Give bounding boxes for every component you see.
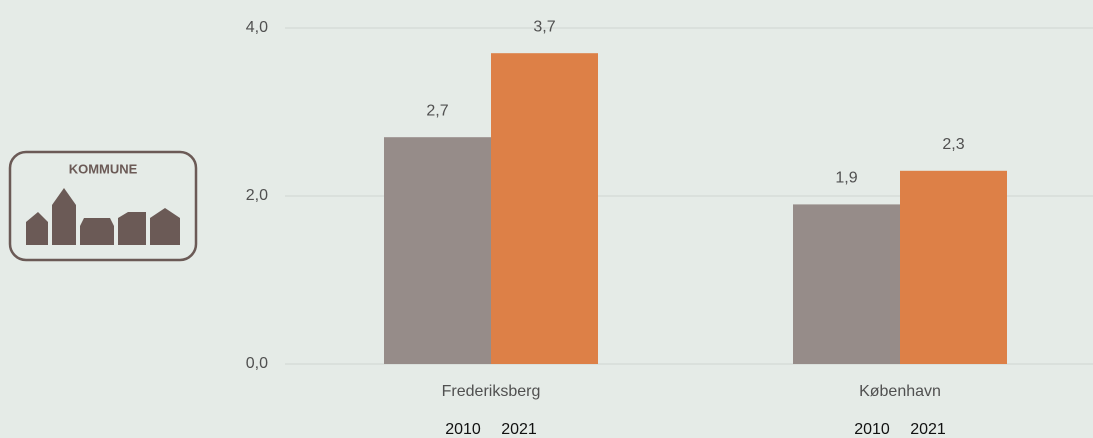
series-label: 2021 (910, 421, 946, 438)
icon-houses (26, 188, 180, 245)
series-label: 2021 (501, 421, 537, 438)
y-tick-label: 4,0 (246, 19, 268, 36)
y-tick-label: 0,0 (246, 355, 268, 372)
value-label: 2,3 (942, 136, 964, 153)
y-tick-label: 2,0 (246, 187, 268, 204)
value-label: 3,7 (533, 18, 555, 35)
icon-frame (8, 150, 198, 262)
series-label: 2010 (854, 421, 890, 438)
bar (491, 53, 598, 364)
bar (384, 137, 491, 364)
bar (900, 170, 1007, 364)
kommune-icon: KOMMUNE (8, 150, 198, 262)
value-label: 1,9 (835, 170, 857, 187)
bar (793, 204, 900, 364)
icon-label: KOMMUNE (69, 161, 138, 176)
value-label: 2,7 (426, 102, 448, 119)
x-tick-label: København (859, 383, 941, 400)
x-tick-label: Frederiksberg (442, 383, 541, 400)
series-label: 2010 (445, 421, 481, 438)
